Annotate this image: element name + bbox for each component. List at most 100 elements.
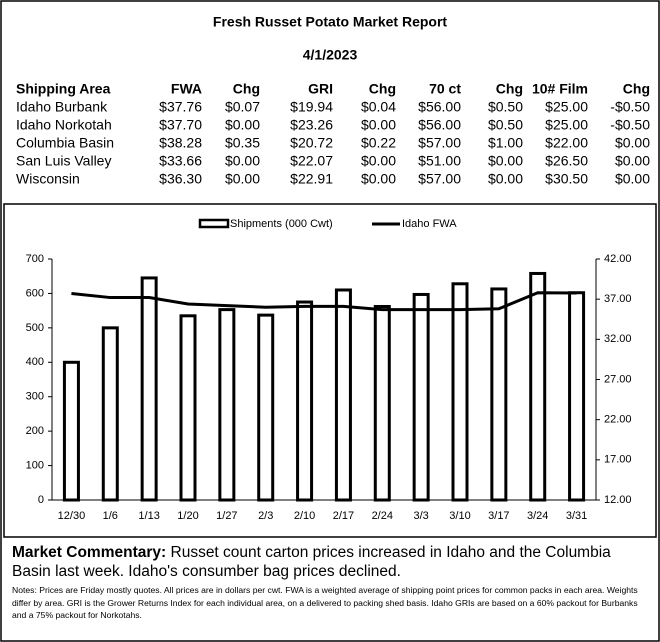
y2-tick-label: 12.00 [604, 494, 632, 506]
table-cell: $22.91 [290, 171, 333, 187]
table-cell: $1.00 [488, 135, 523, 151]
x-tick-label: 2/17 [333, 510, 354, 522]
table-cell: Wisconsin [16, 171, 80, 187]
x-tick-label: 1/13 [138, 510, 159, 522]
table-cell: $51.00 [418, 153, 461, 169]
x-tick-label: 2/24 [372, 510, 393, 522]
x-tick-label: 12/30 [58, 510, 86, 522]
bar [140, 276, 158, 502]
x-tick-label: 3/17 [488, 510, 509, 522]
line [71, 291, 577, 312]
bar [179, 314, 197, 502]
table-cell: $30.50 [545, 171, 588, 187]
table-cell: $0.00 [361, 117, 396, 133]
y-tick-label: 500 [26, 322, 44, 334]
x-tick-label: 1/27 [216, 510, 237, 522]
legend-label: Idaho FWA [402, 218, 457, 230]
x-tick-label: 3/24 [527, 510, 548, 522]
table-cell: $0.00 [225, 117, 260, 133]
table-cell: $23.26 [290, 117, 333, 133]
column-header: Chg [496, 81, 523, 97]
table-cell: Idaho Norkotah [16, 117, 112, 133]
table-cell: $0.50 [488, 99, 523, 115]
column-header: 70 ct [429, 81, 461, 97]
table-cell: $0.07 [225, 99, 260, 115]
bar [257, 313, 275, 502]
table-cell: $0.00 [225, 171, 260, 187]
column-header: FWA [171, 81, 202, 97]
table-cell: $0.50 [488, 117, 523, 133]
x-tick-label: 1/6 [103, 510, 118, 522]
table-cell: $0.04 [361, 99, 396, 115]
bar [334, 288, 352, 502]
table-cell: $33.66 [159, 153, 202, 169]
column-header: Chg [369, 81, 396, 97]
x-tick-label: 3/31 [566, 510, 587, 522]
table-cell: $20.72 [290, 135, 333, 151]
y2-tick-label: 37.00 [604, 293, 632, 305]
table-cell: $0.22 [361, 135, 396, 151]
x-tick-label: 2/10 [294, 510, 315, 522]
x-tick-label: 1/20 [177, 510, 198, 522]
y2-tick-label: 17.00 [604, 454, 632, 466]
bar [101, 326, 119, 502]
x-tick-label: 3/10 [449, 510, 470, 522]
table-cell: -$0.50 [610, 117, 650, 133]
commentary-text: Russet count carton prices increased in … [12, 544, 611, 580]
y2-tick-label: 22.00 [604, 414, 632, 426]
column-header: Shipping Area [16, 81, 111, 97]
table-cell: $56.00 [418, 99, 461, 115]
y-tick-label: 600 [26, 287, 44, 299]
y-tick-label: 300 [26, 391, 44, 403]
table-cell: $57.00 [418, 171, 461, 187]
table-cell: $26.50 [545, 153, 588, 169]
table-cell: $22.07 [290, 153, 333, 169]
table-cell: $0.00 [488, 153, 523, 169]
notes: Notes: Prices are Friday mostly quotes. … [12, 585, 638, 620]
table-cell: $36.30 [159, 171, 202, 187]
bar [451, 282, 469, 502]
date: 4/1/2023 [303, 47, 358, 63]
bar [490, 287, 508, 502]
table-cell: San Luis Valley [16, 153, 111, 169]
table-cell: $0.00 [615, 135, 650, 151]
table-cell: $0.00 [488, 171, 523, 187]
bar [62, 360, 80, 502]
chart-border [3, 203, 657, 538]
column-header: 10# Film [532, 81, 588, 97]
bar [568, 291, 586, 502]
y2-tick-label: 42.00 [604, 253, 632, 265]
table-cell: $0.00 [361, 153, 396, 169]
table-cell: $0.35 [225, 135, 260, 151]
y2-tick-label: 32.00 [604, 333, 632, 345]
y-tick-label: 200 [26, 425, 44, 437]
table-cell: $22.00 [545, 135, 588, 151]
commentary-heading: Market Commentary: [12, 544, 167, 561]
y-tick-label: 100 [26, 459, 44, 471]
bar [296, 300, 314, 502]
table-cell: Columbia Basin [16, 135, 114, 151]
column-header: Chg [623, 81, 650, 97]
table-cell: $37.76 [159, 99, 202, 115]
table-cell: $38.28 [159, 135, 202, 151]
legend-swatch [198, 218, 230, 229]
table-cell: Idaho Burbank [16, 99, 108, 115]
bar [529, 271, 547, 502]
table-cell: $0.00 [225, 153, 260, 169]
y-tick-label: 400 [26, 356, 44, 368]
column-header: GRI [308, 81, 333, 97]
table-cell: $0.00 [615, 153, 650, 169]
table-cell: $25.00 [545, 99, 588, 115]
title: Fresh Russet Potato Market Report [213, 14, 447, 30]
x-tick-label: 3/3 [413, 510, 428, 522]
legend-label: Shipments (000 Cwt) [230, 218, 333, 230]
bar [373, 305, 391, 502]
table-cell: $37.70 [159, 117, 202, 133]
bar [412, 292, 430, 502]
y-tick-label: 0 [38, 494, 44, 506]
table-cell: $57.00 [418, 135, 461, 151]
table-cell: $56.00 [418, 117, 461, 133]
